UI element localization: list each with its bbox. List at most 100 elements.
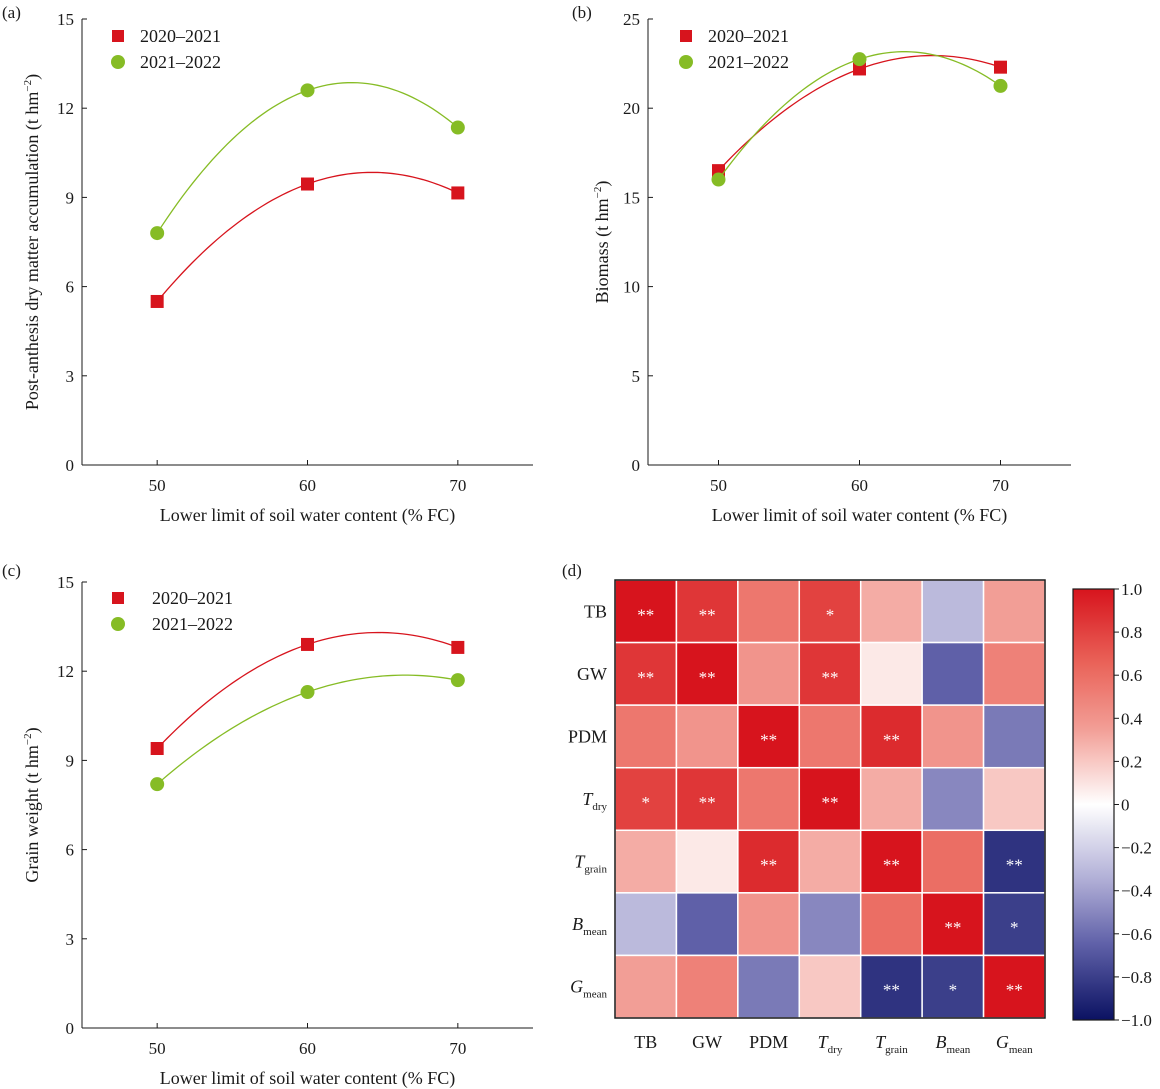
heatmap-cell	[798, 892, 862, 957]
panel-label-a: (a)	[2, 3, 21, 22]
column-label: PDM	[749, 1032, 788, 1052]
column-label: Gmean	[996, 1032, 1033, 1056]
fit-curve-red	[156, 171, 459, 302]
heatmap-cell	[798, 641, 862, 706]
x-axis-label: Lower limit of soil water content (% FC)	[160, 1068, 455, 1089]
y-tick-label: 12	[57, 662, 74, 681]
heatmap-cell	[798, 829, 862, 894]
data-point-square	[853, 62, 866, 76]
heatmap-cell	[859, 954, 923, 1019]
heatmap-cell	[737, 954, 801, 1019]
x-tick-label: 60	[299, 476, 316, 495]
data-point-square	[994, 60, 1007, 74]
y-tick-label: 0	[632, 456, 641, 475]
heatmap-cell	[737, 641, 801, 706]
column-label: TB	[634, 1032, 657, 1052]
legend-marker-square	[112, 30, 124, 42]
colorbar-tick-label: −0.8	[1121, 968, 1152, 987]
data-point-circle	[300, 83, 315, 98]
colorbar-tick-label: 0.6	[1121, 666, 1142, 685]
heatmap-cell	[675, 829, 739, 894]
significance-mark: **	[637, 605, 654, 624]
heatmap-cell	[921, 954, 985, 1019]
y-tick-label: 5	[632, 367, 641, 386]
legend-marker-square	[112, 592, 124, 604]
row-label: Tdry	[582, 789, 607, 813]
colorbar	[1072, 588, 1115, 1021]
heatmap-cell	[982, 829, 1046, 894]
colorbar-tick-label: 0.4	[1121, 709, 1143, 728]
significance-mark: **	[883, 981, 900, 1000]
heatmap-cell	[859, 641, 923, 706]
significance-mark: **	[883, 856, 900, 875]
panel-d-heatmap: ** ** *** ** **** *** ** **** ** **** *** * **TBGWPD…	[568, 579, 1152, 1056]
heatmap-cell	[982, 579, 1046, 644]
x-tick-label: 60	[851, 476, 868, 495]
heatmap-cell	[859, 766, 923, 832]
y-axis-label: Grain weight (t hm−2)	[22, 727, 43, 882]
legend-marker-circle	[111, 55, 125, 69]
column-label: GW	[692, 1032, 722, 1052]
heatmap-cell	[737, 704, 801, 769]
heatmap-cell	[675, 704, 739, 769]
y-axis-label: Biomass (t hm−2)	[592, 181, 613, 304]
legend-label: 2021–2022	[152, 614, 233, 634]
significance-mark: **	[637, 668, 654, 687]
significance-mark: **	[760, 730, 777, 749]
significance-mark: *	[1010, 918, 1019, 937]
significance-mark: **	[1006, 856, 1023, 875]
significance-mark: **	[699, 605, 716, 624]
y-tick-label: 9	[66, 188, 75, 207]
heatmap-cell	[982, 766, 1046, 832]
colorbar-tick-label: 0	[1121, 796, 1130, 815]
x-tick-label: 50	[149, 1039, 166, 1058]
data-point-circle	[852, 52, 867, 67]
data-point-circle	[150, 226, 165, 241]
significance-mark: *	[826, 605, 835, 624]
heatmap-cell	[921, 766, 985, 832]
column-label: Tgrain	[875, 1032, 908, 1056]
colorbar-tick-label: −0.6	[1121, 925, 1152, 944]
y-tick-label: 0	[66, 1019, 75, 1038]
x-tick-label: 50	[710, 476, 727, 495]
colorbar-tick-label: −1.0	[1121, 1011, 1152, 1030]
colorbar-tick-label: 0.8	[1121, 623, 1142, 642]
data-point-square	[301, 177, 314, 191]
column-label: Bmean	[935, 1032, 970, 1056]
panel-c-plot: 0 3 6 9 12 15 50 60 70 Lower limit of soil water …	[22, 573, 533, 1089]
legend-marker-square	[680, 30, 692, 42]
colorbar-tick-label: −0.4	[1121, 882, 1152, 901]
heatmap-cell	[737, 579, 801, 644]
heatmap-cell	[737, 766, 801, 832]
data-point-square	[301, 637, 314, 651]
panel-label-d: (d)	[562, 561, 582, 580]
row-label: PDM	[568, 726, 607, 746]
x-tick-label: 50	[149, 476, 166, 495]
legend-marker-circle	[111, 617, 125, 631]
significance-mark: *	[641, 793, 650, 812]
y-tick-label: 0	[66, 456, 75, 475]
y-tick-label: 15	[57, 573, 74, 592]
colorbar-tick-label: 0.2	[1121, 752, 1142, 771]
data-point-square	[451, 186, 465, 200]
heatmap-cell	[798, 954, 862, 1019]
x-axis-label: Lower limit of soil water content (% FC)	[160, 505, 455, 526]
data-point-circle	[450, 120, 465, 135]
y-tick-label: 12	[57, 99, 74, 118]
data-point-circle	[150, 777, 165, 792]
row-label: Bmean	[572, 914, 607, 938]
y-axis-label: Post-anthesis dry matter accumulation (t…	[22, 74, 43, 410]
significance-mark: **	[760, 856, 777, 875]
data-point-square	[150, 294, 164, 308]
significance-mark: *	[949, 981, 958, 1000]
heatmap-cell	[982, 704, 1046, 769]
heatmap-cell	[921, 704, 985, 769]
legend-label: 2020–2021	[152, 588, 233, 608]
y-tick-label: 3	[66, 367, 75, 386]
panel-a-plot: 0 3 6 9 12 15 50 60 70 Lower limit of soil water …	[22, 10, 533, 526]
heatmap-cell	[859, 892, 923, 957]
legend-label: 2020–2021	[140, 26, 221, 46]
y-tick-label: 20	[623, 99, 640, 118]
heatmap-cell	[921, 829, 985, 894]
